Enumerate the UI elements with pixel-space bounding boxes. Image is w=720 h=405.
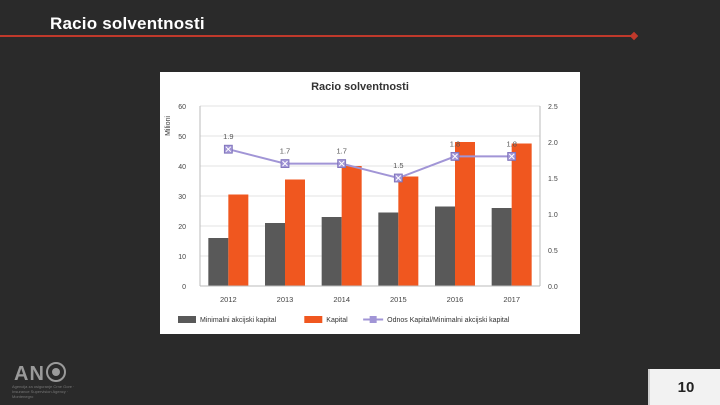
chart-svg: Racio solventnosti Milioni 1.91.7 1.71.51… bbox=[160, 72, 580, 334]
y-tick-label: 60 bbox=[178, 104, 186, 111]
ano-logo: AN bbox=[14, 362, 66, 386]
legend-swatch bbox=[178, 316, 196, 323]
x-tick-label: 2017 bbox=[503, 295, 520, 304]
y2-tick-label: 2.5 bbox=[548, 104, 558, 111]
title-underline-end-dot bbox=[629, 31, 639, 41]
y-tick-label: 20 bbox=[178, 224, 186, 231]
x-tick-label: 2015 bbox=[390, 295, 407, 304]
bars-group bbox=[208, 142, 532, 286]
axes-group: 0 10 20 30 40 50 60 0.0 0.5 1.0 1.5 2.0 2.5 2012 2013 2… bbox=[178, 104, 558, 304]
y-tick-label: 10 bbox=[178, 254, 186, 261]
chart-title: Racio solventnosti bbox=[311, 81, 409, 93]
legend-label: Odnos Kapital/Minimalni akcijski kapital bbox=[387, 317, 510, 324]
ratio-data-label: 1.7 bbox=[280, 147, 290, 156]
bar-capital bbox=[455, 142, 475, 286]
chart-legend: Minimalni akcijski kapital Kapital Odnos K… bbox=[178, 316, 510, 324]
ratio-data-label: 1.8 bbox=[506, 139, 516, 148]
y-tick-label: 50 bbox=[178, 134, 186, 141]
bar-capital bbox=[511, 143, 532, 286]
y-tick-label: 30 bbox=[178, 194, 186, 201]
ratio-marker-cross bbox=[225, 146, 232, 153]
bar-min-capital bbox=[321, 217, 342, 286]
logo-letters: AN bbox=[14, 363, 45, 385]
title-underline bbox=[0, 35, 634, 37]
ratio-data-label: 1.5 bbox=[393, 161, 403, 170]
logo-o-icon bbox=[45, 362, 66, 382]
y2-tick-label: 1.0 bbox=[548, 212, 558, 219]
bar-capital bbox=[341, 166, 362, 286]
y-tick-label: 40 bbox=[178, 164, 186, 171]
ratio-marker-cross bbox=[338, 160, 345, 167]
bar-capital bbox=[285, 179, 305, 286]
ratio-line bbox=[228, 148, 512, 180]
y-tick-label: 0 bbox=[182, 284, 186, 291]
x-tick-label: 2013 bbox=[277, 295, 294, 304]
legend-swatch bbox=[304, 316, 323, 323]
ratio-data-label: 1.9 bbox=[223, 132, 233, 141]
ratio-marker-cross bbox=[282, 160, 288, 167]
ratio-marker-cross bbox=[508, 153, 515, 160]
ratio-line-group: 1.9 1.7 1.7 1.5 1.8 1.8 bbox=[223, 132, 517, 183]
legend-label: Kapital bbox=[326, 317, 348, 324]
bar-min-capital bbox=[378, 212, 399, 286]
logo-tagline: Agencija za osiguranje Crne Gore · Insur… bbox=[12, 384, 75, 399]
bar-min-capital bbox=[491, 208, 512, 286]
x-tick-label: 2014 bbox=[333, 295, 350, 304]
y-axis-label: Milioni bbox=[165, 116, 172, 136]
legend-marker-swatch bbox=[369, 316, 377, 323]
slide-title: Racio solventnosti bbox=[50, 14, 205, 33]
ratio-marker-cross bbox=[395, 175, 402, 181]
y2-tick-label: 2.0 bbox=[548, 140, 558, 147]
ratio-data-label: 1.8 bbox=[450, 139, 460, 148]
legend-label: Minimalni akcijski kapital bbox=[200, 317, 277, 324]
ratio-marker-cross bbox=[452, 153, 458, 160]
ratio-data-label: 1.7 bbox=[336, 147, 346, 156]
bar-min-capital bbox=[435, 206, 455, 286]
x-tick-label: 2016 bbox=[447, 295, 464, 304]
bar-min-capital bbox=[208, 238, 229, 286]
page-number: 10 bbox=[648, 369, 720, 405]
solvency-ratio-chart: Racio solventnosti Milioni 1.9 1.7 1.7 1.5 1… bbox=[160, 72, 580, 334]
bar-capital bbox=[228, 194, 249, 286]
bar-min-capital bbox=[265, 223, 285, 286]
x-tick-label: 2012 bbox=[220, 295, 237, 304]
bar-capital bbox=[398, 176, 419, 286]
y2-tick-label: 0.5 bbox=[548, 248, 558, 255]
y2-tick-label: 1.5 bbox=[548, 176, 558, 183]
y2-tick-label: 0.0 bbox=[548, 284, 558, 291]
